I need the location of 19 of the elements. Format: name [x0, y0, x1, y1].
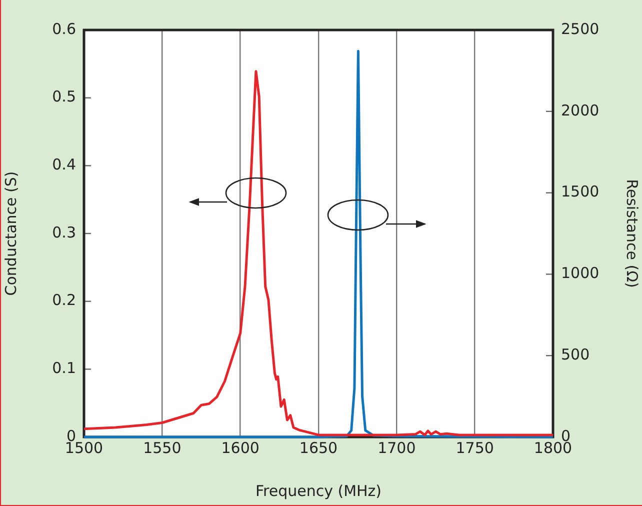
y-tick-label: 0.6 — [52, 20, 76, 38]
y-tick-label: 0.3 — [52, 223, 76, 242]
y-tick-label: 0.4 — [52, 156, 76, 174]
y-tick-label: 0.5 — [52, 88, 76, 106]
y2-tick-label: 500 — [561, 345, 590, 364]
y2-tick-label: 1500 — [561, 182, 600, 201]
x-tick-label: 1600 — [221, 438, 260, 457]
y2-axis-title: Resistance (Ω) — [623, 179, 642, 288]
y2-tick-label: 1000 — [561, 264, 600, 282]
x-tick-label: 1650 — [299, 438, 338, 457]
y2-tick-label: 2000 — [561, 101, 600, 120]
x-tick-label: 1700 — [378, 438, 416, 457]
x-tick-label: 1550 — [143, 438, 182, 457]
y-tick-label: 0.1 — [52, 359, 76, 378]
y-axis-title: Conductance (S) — [2, 171, 20, 296]
x-axis-title: Frequency (MHz) — [255, 482, 382, 500]
x-tick-label: 1750 — [456, 438, 494, 457]
y2-tick-label: 2500 — [561, 20, 600, 38]
y-tick-label: 0.2 — [52, 291, 76, 310]
